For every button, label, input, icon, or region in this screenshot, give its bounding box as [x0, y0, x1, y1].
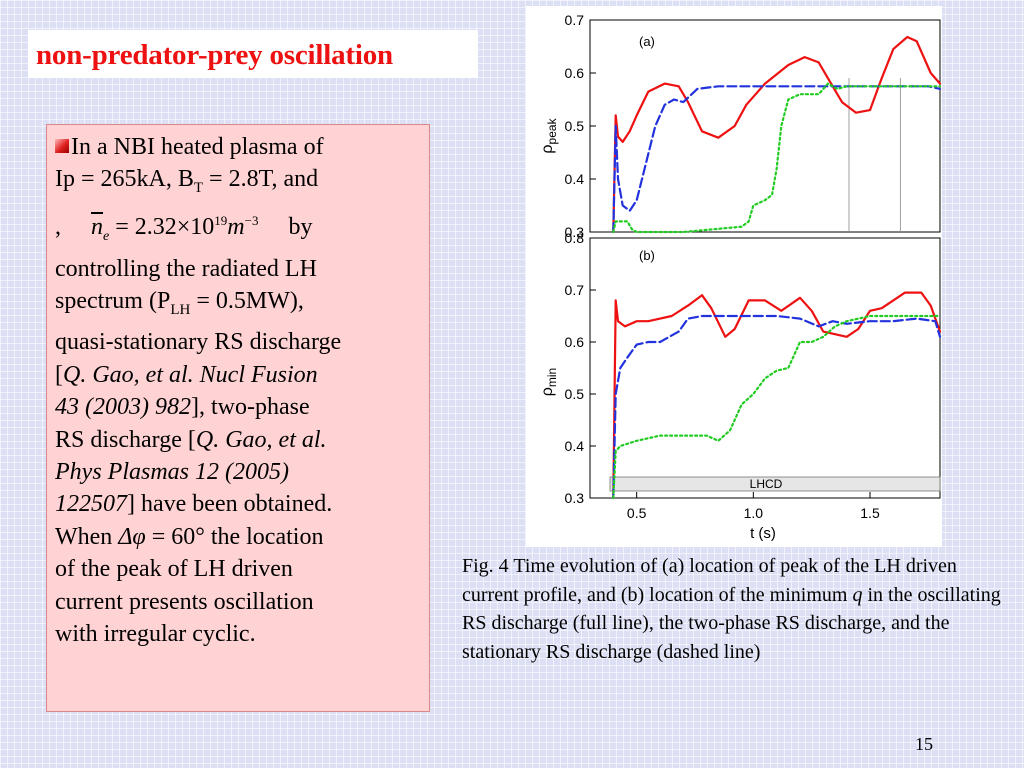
citation-line: Phys Plasmas 12 (2005) — [55, 459, 289, 486]
slide-title: non-predator-prey oscillation — [28, 30, 478, 78]
panel-a-reference-lines — [848, 78, 901, 232]
ytick-label: 0.5 — [565, 386, 585, 402]
ytick-label: 0.3 — [565, 224, 585, 240]
xtick-label: 1.5 — [860, 505, 880, 521]
series-line-dotted — [612, 314, 942, 500]
panel-b-ylabel: ρmin — [539, 368, 559, 396]
body-line: of the peak of LH driven — [55, 556, 293, 583]
xtick-label: 1.0 — [744, 505, 764, 521]
xtick-label: 0.5 — [627, 505, 647, 521]
ytick-label: 0.5 — [565, 118, 585, 134]
panel-a-series — [612, 35, 942, 234]
ytick-label: 0.6 — [565, 334, 585, 350]
citation-line: 122507] have been obtained. — [55, 491, 333, 518]
ytick-label: 0.4 — [565, 171, 585, 187]
body-line: spectrum (PLH = 0.5MW), — [55, 288, 304, 319]
body-line: quasi-stationary RS discharge — [55, 329, 342, 356]
page-number: 15 — [915, 734, 933, 754]
ytick-label: 0.4 — [565, 438, 585, 454]
panel-a-ylabel: ρpeak — [539, 117, 559, 153]
panel-a-label: (a) — [639, 34, 655, 49]
bullet-icon — [55, 139, 69, 153]
panel-a: 0.3 0.4 0.5 0.6 0.7 (a) ρpeak — [539, 12, 942, 240]
series-line-dotted — [612, 82, 942, 234]
series-line-dashed — [612, 314, 942, 500]
lhcd-band — [609, 476, 941, 492]
ytick-label: 0.3 — [565, 490, 585, 506]
panel-b-yticks: 0.3 0.4 0.5 0.6 0.7 0.8 — [565, 230, 596, 506]
svg-text:ρmin: ρmin — [539, 368, 559, 396]
figure-svg: 0.3 0.4 0.5 0.6 0.7 (a) ρpeak LHCD 0.3 0.4 0.5… — [539, 12, 942, 542]
panel-b-xlabel: t (s) — [750, 525, 776, 542]
panel-b-frame — [589, 237, 941, 499]
panel-b-xticks: 0.5 1.0 1.5 — [627, 492, 880, 521]
ytick-label: 0.6 — [565, 65, 585, 81]
body-line: In a NBI heated plasma of — [55, 131, 423, 163]
ytick-label: 0.7 — [565, 282, 585, 298]
body-text-box: In a NBI heated plasma of Ip = 265kA, BT… — [46, 124, 430, 712]
citation-line: 43 (2003) 982], two-phase — [55, 394, 310, 421]
panel-b-label: (b) — [639, 248, 655, 263]
figure-caption: Fig. 4 Time evolution of (a) location of… — [462, 555, 1001, 663]
figure-panel: 0.3 0.4 0.5 0.6 0.7 (a) ρpeak LHCD 0.3 0.4 0.5… — [526, 6, 942, 547]
series-line-dashed — [612, 85, 942, 234]
body-line: with irregular cyclic. — [55, 621, 256, 648]
series-line-solid — [612, 35, 942, 234]
lhcd-label: LHCD — [750, 477, 783, 491]
body-line: controlling the radiated LH — [55, 255, 317, 282]
body-line: current presents oscillation — [55, 588, 314, 615]
panel-b: LHCD 0.3 0.4 0.5 0.6 0.7 0.8 0.5 1.0 1.5 (b) ρm… — [539, 230, 942, 542]
density-line: , ne = 2.32×1019m−3 by — [55, 212, 313, 244]
series-line-solid — [612, 291, 942, 500]
body-line: Ip = 265kA, BT = 2.8T, and — [55, 166, 319, 197]
citation-line: RS discharge [Q. Gao, et al. — [55, 426, 327, 453]
panel-b-series — [612, 291, 942, 500]
panel-a-frame — [589, 19, 941, 233]
svg-text:ρpeak: ρpeak — [539, 117, 559, 153]
ytick-label: 0.8 — [565, 230, 585, 246]
citation-line: [Q. Gao, et al. Nucl Fusion — [55, 361, 318, 388]
ytick-label: 0.7 — [565, 12, 585, 28]
panel-a-yticks: 0.3 0.4 0.5 0.6 0.7 — [565, 12, 596, 240]
body-line: When Δφ = 60° the location — [55, 523, 324, 550]
